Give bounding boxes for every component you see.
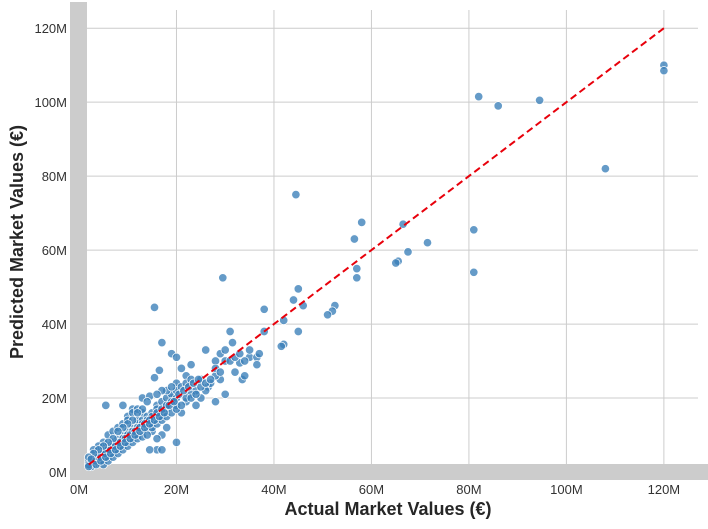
- data-point: [191, 389, 201, 399]
- data-point: [349, 234, 359, 244]
- data-point: [422, 238, 433, 248]
- data-point: [398, 219, 408, 229]
- x-tick-label: 80M: [456, 482, 481, 497]
- data-point: [218, 273, 228, 283]
- data-point: [191, 400, 201, 410]
- y-tick-label: 100M: [34, 95, 67, 110]
- data-point: [252, 360, 262, 370]
- x-tick-label: 100M: [550, 482, 583, 497]
- grid-lines: [78, 10, 698, 473]
- data-point: [276, 341, 286, 351]
- data-point: [391, 258, 401, 268]
- data-point: [132, 408, 143, 418]
- data-point: [493, 101, 503, 111]
- data-point: [176, 363, 186, 373]
- data-point: [245, 345, 255, 355]
- data-point: [259, 304, 269, 314]
- data-point: [157, 445, 167, 455]
- data-point: [186, 360, 196, 370]
- data-point: [227, 338, 238, 348]
- y-tick-label: 60M: [42, 243, 67, 258]
- data-point: [145, 445, 155, 455]
- data-point: [220, 345, 230, 355]
- data-point: [157, 338, 167, 348]
- x-tick-labels: 0M 20M 40M 60M 80M 100M 120M: [70, 482, 680, 497]
- data-point: [240, 371, 250, 381]
- data-point: [113, 426, 123, 436]
- y-tick-label: 120M: [34, 21, 67, 36]
- x-axis-title: Actual Market Values (€): [284, 499, 491, 519]
- data-point: [469, 267, 479, 277]
- data-point: [215, 367, 225, 377]
- data-point: [149, 373, 160, 383]
- data-point: [225, 326, 235, 337]
- data-point: [357, 217, 367, 227]
- data-point: [291, 190, 301, 200]
- data-point: [352, 264, 362, 274]
- data-point: [171, 352, 182, 362]
- reference-line: [88, 27, 665, 466]
- bottom-axis-band: [70, 464, 708, 480]
- data-point: [254, 349, 264, 359]
- data-point: [149, 302, 160, 312]
- y-tick-labels: 0M 20M 40M 60M 80M 100M 120M: [34, 21, 67, 480]
- data-point: [288, 295, 299, 305]
- left-axis-band: [70, 2, 87, 480]
- y-tick-label: 80M: [42, 169, 67, 184]
- data-point: [323, 310, 333, 320]
- data-point: [293, 326, 303, 337]
- data-point: [293, 284, 303, 294]
- data-point: [240, 356, 250, 366]
- x-tick-label: 20M: [164, 482, 189, 497]
- data-point: [176, 400, 186, 410]
- data-point: [118, 400, 128, 410]
- data-point: [101, 400, 111, 410]
- x-tick-label: 40M: [261, 482, 286, 497]
- data-points: [84, 60, 669, 472]
- data-point: [162, 423, 172, 433]
- y-axis-title: Predicted Market Values (€): [7, 125, 27, 359]
- data-point: [210, 397, 221, 407]
- data-point: [201, 345, 211, 355]
- x-tick-label: 60M: [359, 482, 384, 497]
- data-point: [171, 437, 182, 447]
- data-point: [469, 225, 479, 235]
- data-point: [193, 374, 203, 385]
- data-point: [152, 389, 162, 399]
- data-point: [474, 92, 484, 102]
- data-point: [169, 397, 179, 407]
- data-point: [167, 382, 177, 392]
- data-point: [230, 367, 240, 377]
- data-point: [352, 273, 362, 283]
- data-point: [159, 408, 169, 418]
- x-tick-label: 0M: [70, 482, 88, 497]
- y-tick-label: 20M: [42, 391, 67, 406]
- y-tick-label: 0M: [49, 465, 67, 480]
- data-point: [535, 95, 545, 105]
- data-point: [142, 397, 152, 407]
- y-tick-label: 40M: [42, 317, 67, 332]
- data-point: [152, 434, 162, 444]
- data-point: [600, 164, 610, 174]
- x-tick-label: 120M: [648, 482, 681, 497]
- data-point: [220, 389, 230, 399]
- data-point: [403, 247, 413, 257]
- data-point: [659, 66, 669, 76]
- data-point: [154, 365, 164, 375]
- data-point: [206, 374, 216, 385]
